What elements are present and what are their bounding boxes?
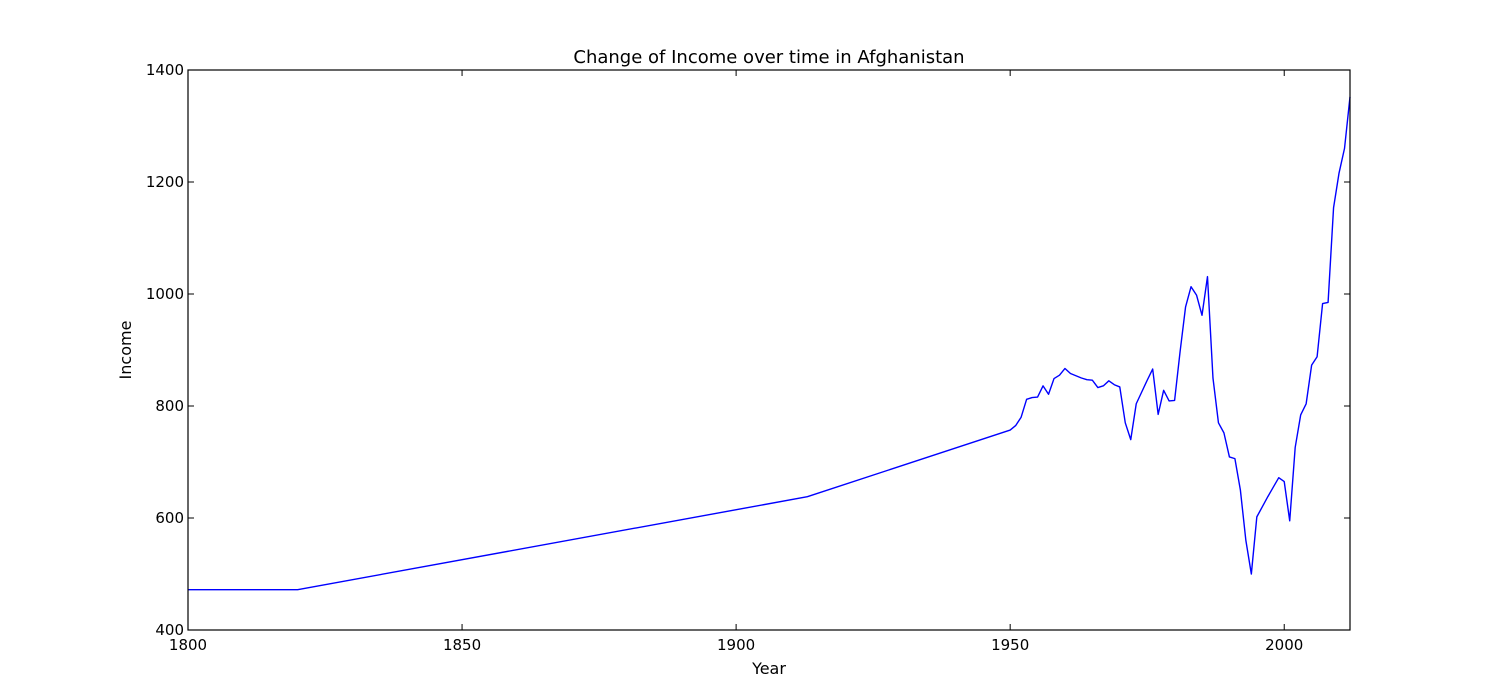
x-tick-label: 1900 xyxy=(717,636,755,654)
x-tick-label: 2000 xyxy=(1265,636,1303,654)
y-tick-label: 1200 xyxy=(146,173,184,191)
x-tick-label: 1850 xyxy=(443,636,481,654)
y-axis-label: Income xyxy=(116,321,135,380)
income-series-line xyxy=(188,96,1351,591)
x-tick-label: 1950 xyxy=(991,636,1029,654)
y-tick-label: 600 xyxy=(155,509,184,527)
y-tick-label: 1400 xyxy=(146,61,184,79)
x-axis-label: Year xyxy=(751,659,786,678)
x-tick-label: 1800 xyxy=(169,636,207,654)
y-tick-label: 800 xyxy=(155,397,184,415)
chart-title: Change of Income over time in Afghanista… xyxy=(573,47,964,68)
axis-ticks: 1800 1850 1900 1950 2000 400 600 800 1000 1200 140… xyxy=(146,61,1350,654)
y-tick-label: 1000 xyxy=(146,285,184,303)
y-tick-label: 400 xyxy=(155,621,184,639)
plot-frame xyxy=(187,69,1351,631)
